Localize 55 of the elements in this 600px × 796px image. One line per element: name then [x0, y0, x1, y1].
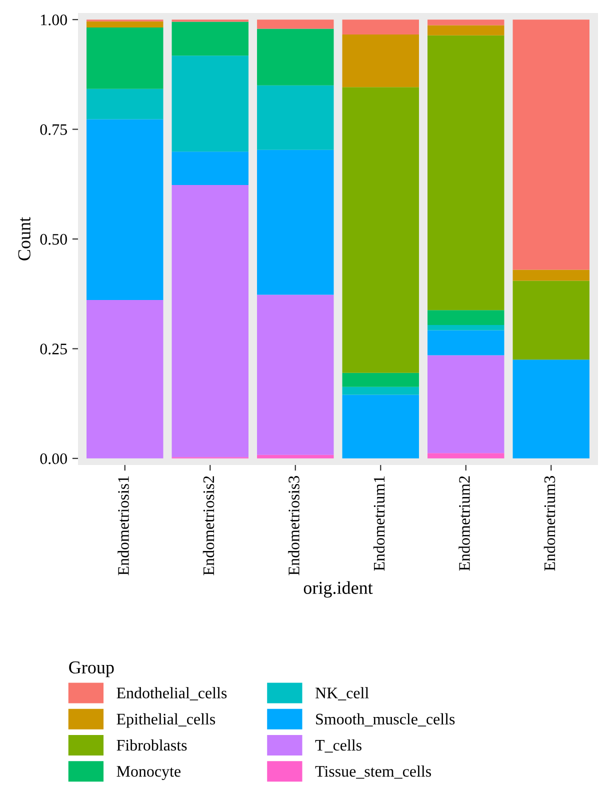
bar: [257, 28, 334, 86]
bar: [257, 20, 334, 29]
y-tick-label: 0.00: [40, 453, 67, 464]
bar: [428, 355, 504, 454]
x-tick-label: Endometrium3: [544, 476, 556, 571]
bar: [257, 150, 334, 295]
bar: [172, 152, 248, 186]
bar: [512, 20, 590, 270]
bar: [86, 119, 164, 300]
bar: [342, 87, 419, 373]
bar: [342, 386, 419, 395]
bar: [428, 310, 504, 326]
x-axis-title: orig.ident: [304, 581, 373, 598]
bar: [86, 88, 164, 120]
bar: [428, 20, 504, 26]
legend-label: T_cells: [315, 739, 362, 753]
x-tick-label: Endometrium1: [373, 476, 385, 571]
bar: [86, 21, 164, 28]
bar: [172, 56, 248, 152]
bar: [428, 325, 504, 330]
legend-label: Smooth_muscle_cells: [316, 713, 455, 726]
x-tick-label: Endometriosis2: [202, 476, 214, 576]
bar: [86, 300, 164, 458]
bar: [172, 185, 248, 458]
bar: [512, 360, 590, 458]
bar: [342, 20, 419, 35]
bar: [172, 22, 248, 56]
bar: [428, 25, 504, 36]
bar: [257, 85, 334, 150]
bar: [342, 372, 419, 387]
legend-label: Monocyte: [116, 766, 180, 780]
x-tick-label: Endometriosis1: [118, 476, 129, 576]
y-axis-title: Count: [18, 217, 30, 260]
bar: [257, 454, 334, 458]
bar: [86, 27, 164, 89]
bar: [342, 34, 419, 88]
legend-label: Endothelial_cells: [116, 687, 227, 700]
x-tick-label: Endometrium2: [458, 476, 470, 571]
legend-title: Group: [69, 661, 114, 678]
bar: [257, 294, 334, 455]
x-tick-label: Endometriosis3: [288, 476, 300, 576]
legend-label: Tissue_stem_cells: [315, 766, 431, 779]
bar: [512, 280, 590, 360]
legend-label: NK_cell: [315, 687, 369, 700]
bar: [342, 394, 419, 458]
bar: [512, 270, 590, 281]
bar: [428, 35, 504, 310]
legend-label: Fibroblasts: [116, 739, 187, 751]
bar: [428, 453, 504, 458]
y-tick-label: 0.50: [40, 234, 67, 245]
y-tick-label: 0.75: [40, 124, 67, 136]
y-tick-label: 0.25: [40, 344, 67, 354]
y-tick-label: 1.00: [41, 14, 67, 26]
legend-label: Epithelial_cells: [116, 713, 216, 728]
bar: [428, 330, 504, 356]
